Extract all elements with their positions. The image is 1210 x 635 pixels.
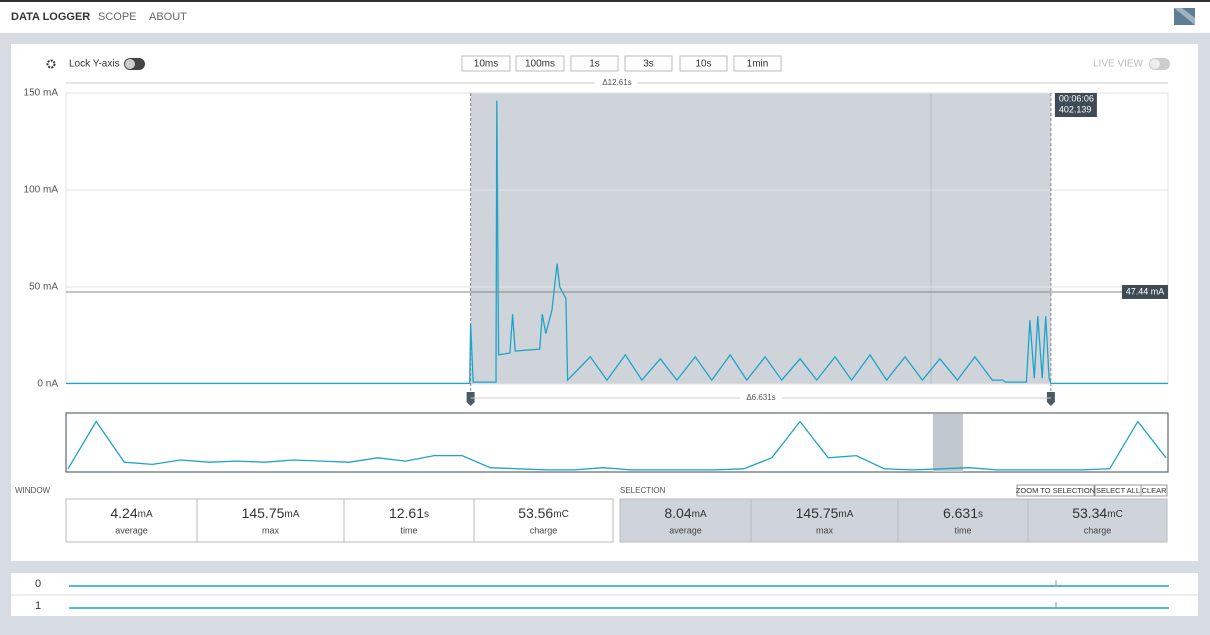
zoom-button-label[interactable]: 1min xyxy=(747,59,769,70)
stat-unit: mC xyxy=(553,509,569,520)
stat-value: 53.56mC xyxy=(518,505,569,521)
label-bg xyxy=(740,392,782,404)
channel-label: 0 xyxy=(35,578,41,590)
cursor-handle[interactable] xyxy=(1046,392,1055,406)
y-tick-label: 150 mA xyxy=(24,88,59,99)
signal-line xyxy=(66,100,1168,385)
stat-value: 12.61s xyxy=(389,505,429,521)
stat-number: 6.631 xyxy=(943,505,978,521)
lock-toggle[interactable] xyxy=(124,58,145,70)
zoom-button[interactable] xyxy=(733,55,782,72)
stats-box xyxy=(65,498,614,543)
label-bg xyxy=(595,77,637,89)
marker-label: 47.44 mA xyxy=(1126,286,1165,296)
cursor-box xyxy=(1054,93,1097,117)
overview-line xyxy=(67,420,1167,471)
stat-label: time xyxy=(400,525,417,535)
stat-value: 53.34mC xyxy=(1072,505,1123,521)
live-label: LIVE VIEW xyxy=(1093,59,1144,70)
selection-button-label[interactable]: ZOOM TO SELECTION xyxy=(1016,486,1095,495)
selection-button[interactable] xyxy=(1016,484,1095,497)
stat-label: max xyxy=(262,525,280,535)
stat-value: 8.04mA xyxy=(664,505,707,521)
zoom-button-label[interactable]: 10s xyxy=(695,59,711,70)
cursor-handle[interactable] xyxy=(466,392,475,406)
stat-label: average xyxy=(115,525,148,535)
stat-unit: mA xyxy=(284,509,299,520)
stat-value: 6.631s xyxy=(943,505,983,521)
stat-unit: mA xyxy=(138,509,153,520)
y-tick-label: 50 mA xyxy=(29,282,58,293)
stat-label: average xyxy=(669,525,702,535)
stat-number: 8.04 xyxy=(664,505,691,521)
tab[interactable]: SCOPE xyxy=(98,11,137,23)
selection-button-label[interactable]: SELECT ALL xyxy=(1096,486,1140,495)
stat-label: time xyxy=(954,525,971,535)
stat-unit: s xyxy=(978,509,983,520)
zoom-button-label[interactable]: 3s xyxy=(643,59,654,70)
settings-icon[interactable] xyxy=(46,59,56,69)
channel-label: 1 xyxy=(35,600,41,612)
y-tick-label: 0 nA xyxy=(37,379,58,390)
cursor-value: 402.139 xyxy=(1059,104,1092,114)
overview-window xyxy=(933,414,963,472)
stat-number: 12.61 xyxy=(389,505,424,521)
overview-frame xyxy=(65,412,1169,473)
navbar xyxy=(0,0,1210,33)
stat-number: 145.75 xyxy=(796,505,839,521)
zoom-button-label[interactable]: 100ms xyxy=(525,59,555,70)
window-delta: Δ12.61s xyxy=(602,78,631,87)
zoom-button[interactable] xyxy=(679,55,728,72)
selection-delta: Δ6.631s xyxy=(746,393,775,402)
stats-box xyxy=(619,498,1168,543)
stat-unit: mA xyxy=(838,509,853,520)
stat-number: 53.34 xyxy=(1072,505,1107,521)
stat-unit: mA xyxy=(692,509,707,520)
live-toggle[interactable] xyxy=(1149,58,1170,70)
stat-value: 145.75mA xyxy=(796,505,854,521)
selection-title: SELECTION xyxy=(620,486,666,495)
zoom-button[interactable] xyxy=(515,55,565,72)
tab-active[interactable]: DATA LOGGER xyxy=(11,11,90,23)
cursor-time: 00:06:06 xyxy=(1059,93,1094,103)
stat-unit: s xyxy=(424,509,429,520)
logo xyxy=(1174,8,1195,25)
marker-box xyxy=(1122,284,1168,299)
selection-button-label[interactable]: CLEAR xyxy=(1141,486,1167,495)
zoom-button-label[interactable]: 1s xyxy=(589,59,600,70)
zoom-button[interactable] xyxy=(624,55,673,72)
window-title: WINDOW xyxy=(15,486,51,495)
stat-unit: mC xyxy=(1107,509,1123,520)
top-border xyxy=(0,0,1210,2)
zoom-button-label[interactable]: 10ms xyxy=(474,59,498,70)
zoom-button[interactable] xyxy=(570,55,619,72)
stat-value: 145.75mA xyxy=(242,505,300,521)
stat-value: 4.24mA xyxy=(110,505,153,521)
tab[interactable]: ABOUT xyxy=(149,11,187,23)
stat-label: charge xyxy=(530,525,558,535)
zoom-button[interactable] xyxy=(461,55,511,72)
selection-area xyxy=(470,93,1051,384)
stat-number: 4.24 xyxy=(110,505,137,521)
stat-number: 53.56 xyxy=(518,505,553,521)
lock-label: Lock Y-axis xyxy=(69,59,120,70)
y-tick-label: 100 mA xyxy=(24,185,59,196)
selection-button[interactable] xyxy=(1140,484,1168,497)
stat-label: charge xyxy=(1084,525,1112,535)
stat-label: max xyxy=(816,525,834,535)
stat-number: 145.75 xyxy=(242,505,285,521)
